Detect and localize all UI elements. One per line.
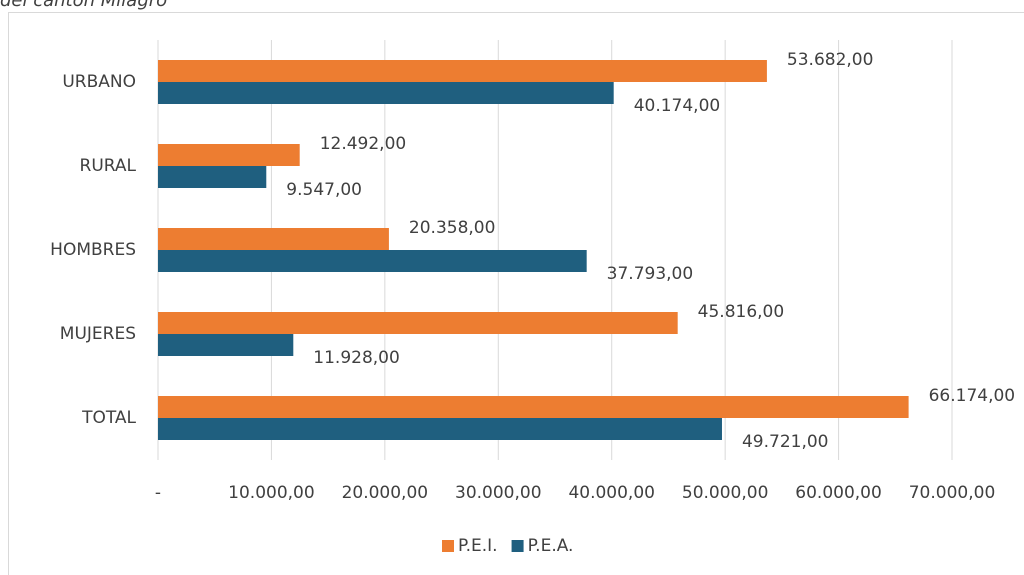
bar: [158, 82, 614, 104]
y-tick-label: RURAL: [80, 156, 137, 176]
x-tick-label: 50.000,00: [682, 483, 769, 503]
x-tick-label: -: [155, 483, 161, 503]
bar: [158, 144, 300, 166]
bar: [158, 418, 722, 440]
chart-border: [8, 12, 1024, 575]
x-tick-label: 20.000,00: [342, 483, 429, 503]
x-tick-label: 60.000,00: [795, 483, 882, 503]
bar: [158, 312, 678, 334]
data-label: 20.358,00: [409, 218, 496, 238]
x-tick-label: 30.000,00: [455, 483, 542, 503]
bar: [158, 396, 909, 418]
legend-swatch: [511, 540, 524, 552]
x-tick-label: 10.000,00: [228, 483, 315, 503]
y-tick-label: URBANO: [62, 72, 136, 92]
x-tick-label: 40.000,00: [568, 483, 655, 503]
y-tick-label: MUJERES: [60, 324, 136, 344]
data-label: 9.547,00: [286, 180, 362, 200]
legend-label: P.E.A.: [528, 536, 574, 556]
legend-swatch: [442, 540, 454, 552]
x-tick-label: 70.000,00: [909, 483, 996, 503]
bar: [158, 250, 587, 272]
data-label: 12.492,00: [320, 134, 407, 154]
data-label: 11.928,00: [313, 348, 400, 368]
bar: [158, 334, 294, 356]
data-label: 53.682,00: [787, 50, 874, 70]
bar: [158, 60, 767, 82]
y-tick-label: HOMBRES: [50, 240, 136, 260]
chart-title: del cantón Milagro: [0, 0, 167, 11]
legend-label: P.E.I.: [458, 536, 498, 556]
y-tick-label: TOTAL: [81, 408, 136, 428]
bar: [158, 166, 267, 188]
data-label: 66.174,00: [929, 386, 1016, 406]
data-label: 45.816,00: [698, 302, 785, 322]
bar: [158, 228, 389, 250]
data-label: 49.721,00: [742, 432, 829, 452]
data-label: 37.793,00: [607, 264, 694, 284]
data-label: 40.174,00: [634, 96, 721, 116]
